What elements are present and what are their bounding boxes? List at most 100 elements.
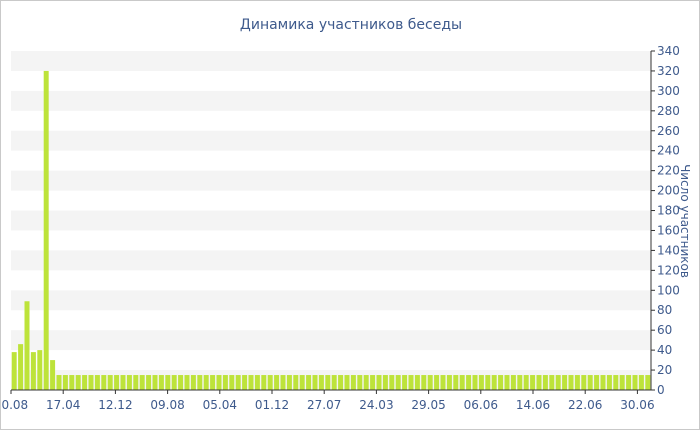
- y-tick-label: 20: [657, 363, 672, 377]
- bar: [56, 375, 62, 390]
- bar: [472, 375, 478, 390]
- bar: [485, 375, 491, 390]
- bar: [587, 375, 593, 390]
- bar: [619, 375, 625, 390]
- x-tick-label: 01.12: [255, 398, 289, 412]
- y-tick-label: 240: [657, 144, 680, 158]
- y-tick-label: 200: [657, 184, 680, 198]
- x-tick-label: 22.06: [568, 398, 602, 412]
- y-axis-title: Число участников: [678, 164, 692, 278]
- bar: [133, 375, 139, 390]
- bar: [299, 375, 305, 390]
- y-tick-label: 120: [657, 263, 680, 277]
- bar: [267, 375, 273, 390]
- bar: [581, 375, 587, 390]
- bar: [107, 375, 113, 390]
- y-tick-label: 80: [657, 303, 672, 317]
- bar: [331, 375, 337, 390]
- bar: [402, 375, 408, 390]
- bar: [114, 375, 120, 390]
- bar: [190, 375, 196, 390]
- grid-band: [11, 290, 651, 311]
- bar: [94, 375, 100, 390]
- y-tick-label: 260: [657, 124, 680, 138]
- y-tick-label: 280: [657, 104, 680, 118]
- x-tick-label: 24.03: [359, 398, 393, 412]
- grid-band: [11, 370, 651, 390]
- bar: [306, 375, 312, 390]
- bar: [421, 375, 427, 390]
- bar: [242, 375, 248, 390]
- bar: [523, 375, 529, 390]
- bar: [11, 352, 17, 390]
- y-tick-label: 160: [657, 223, 680, 237]
- y-tick-label: 180: [657, 204, 680, 218]
- bar: [478, 375, 484, 390]
- bar: [530, 375, 536, 390]
- bar: [357, 375, 363, 390]
- grid-bands: [11, 51, 651, 390]
- bar: [210, 375, 216, 390]
- y-tick-label: 0: [657, 383, 665, 397]
- bar: [280, 375, 286, 390]
- bar: [184, 375, 190, 390]
- bar: [120, 375, 126, 390]
- chart-title: Динамика участников беседы: [240, 17, 462, 33]
- bar: [363, 375, 369, 390]
- bar: [75, 375, 81, 390]
- bar: [318, 375, 324, 390]
- bar: [638, 375, 644, 390]
- bar: [453, 375, 459, 390]
- bar: [101, 375, 107, 390]
- bar: [389, 375, 395, 390]
- bar: [626, 375, 632, 390]
- bar: [562, 375, 568, 390]
- bar: [459, 375, 465, 390]
- bar: [235, 375, 241, 390]
- bar: [43, 70, 49, 390]
- bar: [517, 375, 523, 390]
- y-tick-label: 300: [657, 84, 680, 98]
- x-tick-label: 30.06: [620, 398, 654, 412]
- bar: [536, 375, 542, 390]
- bar: [549, 375, 555, 390]
- bar: [146, 375, 152, 390]
- y-tick-label: 220: [657, 164, 680, 178]
- bar-series: [11, 70, 651, 390]
- bar: [286, 375, 292, 390]
- x-tick-labels: 20.08 17.04 12.12 09.08 05.04 01.12 27.07 24.03…: [1, 398, 655, 412]
- bar: [568, 375, 574, 390]
- bar: [88, 375, 94, 390]
- bar: [229, 375, 235, 390]
- bar: [376, 375, 382, 390]
- bar: [62, 375, 68, 390]
- bar: [50, 360, 56, 390]
- x-tick-label: 09.08: [150, 398, 184, 412]
- y-tick-label: 40: [657, 343, 672, 357]
- bar: [152, 375, 158, 390]
- bar: [24, 301, 30, 390]
- x-tick-label: 06.06: [464, 398, 498, 412]
- y-tick-label: 100: [657, 283, 680, 297]
- bar: [165, 375, 171, 390]
- bar: [606, 375, 612, 390]
- x-tick-label: 20.08: [1, 398, 28, 412]
- bar: [446, 375, 452, 390]
- y-tick-label: 60: [657, 323, 672, 337]
- bar: [434, 375, 440, 390]
- bar: [248, 375, 254, 390]
- bar: [254, 375, 260, 390]
- bar: [613, 375, 619, 390]
- bar: [293, 375, 299, 390]
- bar: [126, 375, 132, 390]
- bar: [178, 375, 184, 390]
- bar: [350, 375, 356, 390]
- bar: [594, 375, 600, 390]
- y-tick-labels: 0 20 40 60 80 100 120 140 160 180 200 220 240 260 280 3…: [657, 44, 680, 397]
- bar: [312, 375, 318, 390]
- bar: [338, 375, 344, 390]
- grid-band: [11, 330, 651, 351]
- bar: [37, 350, 43, 390]
